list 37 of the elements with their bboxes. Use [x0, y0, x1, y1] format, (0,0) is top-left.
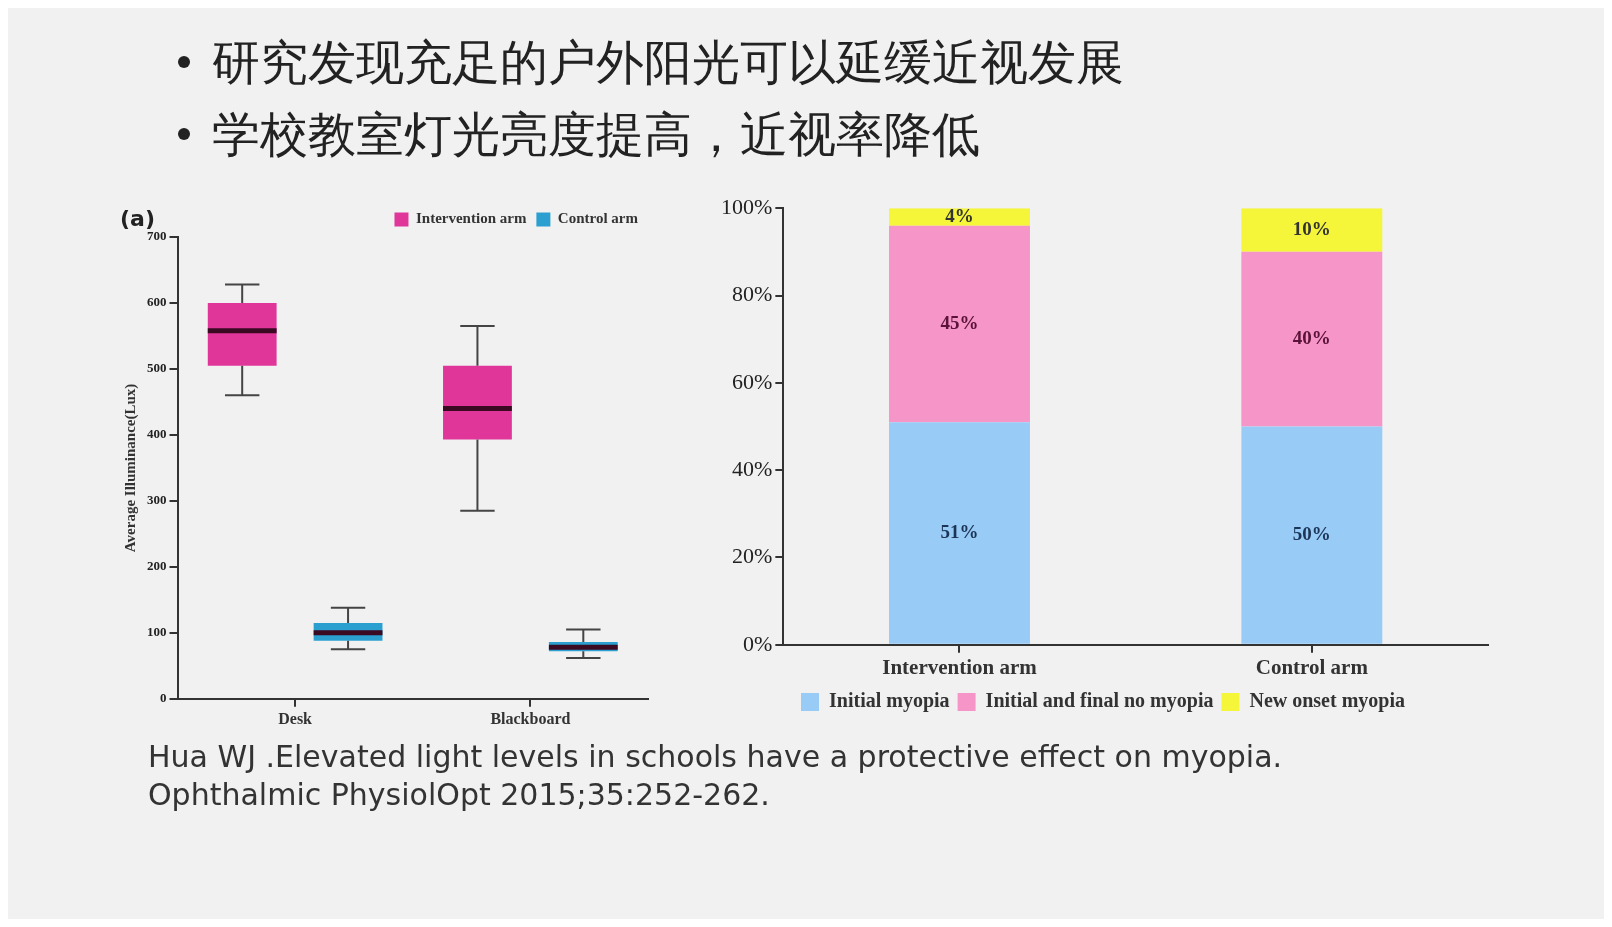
bar — [1241, 251, 1383, 427]
text: 研究发现充足的户外阳光可以延缓近视发展 — [212, 33, 1124, 92]
y-tick-label: 200 — [147, 558, 167, 574]
y-tick-label: 60% — [732, 368, 773, 394]
y-tick-label: 0% — [743, 630, 773, 656]
text: 学校教室灯光亮度提高，近视率降低 — [212, 105, 980, 164]
x-tick-label: Desk — [278, 709, 313, 727]
legend-label: Control arm — [557, 210, 639, 227]
y-tick-label: 500 — [147, 360, 167, 376]
y-tick-label: 600 — [147, 294, 167, 310]
y-axis-title: Average Illuminance(Lux) — [121, 383, 139, 553]
bar — [1241, 426, 1383, 644]
data-label: 10% — [1292, 217, 1331, 239]
bar — [889, 422, 1030, 644]
y-tick-label: 700 — [147, 228, 167, 244]
y-tick-label: 40% — [732, 455, 773, 481]
y-tick-label: 80% — [732, 281, 773, 307]
y-tick-label: 300 — [147, 492, 167, 508]
data-label: 40% — [1292, 327, 1331, 349]
data-label: 4% — [945, 204, 974, 226]
y-tick-label: 100 — [147, 624, 167, 640]
text: Hua WJ .Elevated light levels in schools have a protective effect on myopia. Ophthalmic PhysiolOpt 2015;35:252-262. — [148, 738, 1284, 814]
y-tick-label: 400 — [147, 426, 167, 442]
data-label: 51% — [940, 520, 979, 542]
bar — [1241, 208, 1383, 252]
y-tick-label: 0 — [160, 690, 167, 706]
data-label: 50% — [1292, 523, 1331, 545]
y-tick-label: 100% — [721, 193, 773, 219]
x-tick-label: Blackboard — [490, 709, 571, 727]
bar — [889, 225, 1030, 423]
data-label: 45% — [940, 311, 979, 333]
text: (a) — [120, 206, 155, 231]
legend-label: Initial myopia — [829, 689, 950, 713]
y-tick-label: 20% — [732, 543, 773, 569]
legend-label: Initial and final no myopia — [985, 689, 1214, 713]
legend-label: Intervention arm — [415, 210, 527, 227]
legend-label: New onset myopia — [1249, 689, 1405, 713]
